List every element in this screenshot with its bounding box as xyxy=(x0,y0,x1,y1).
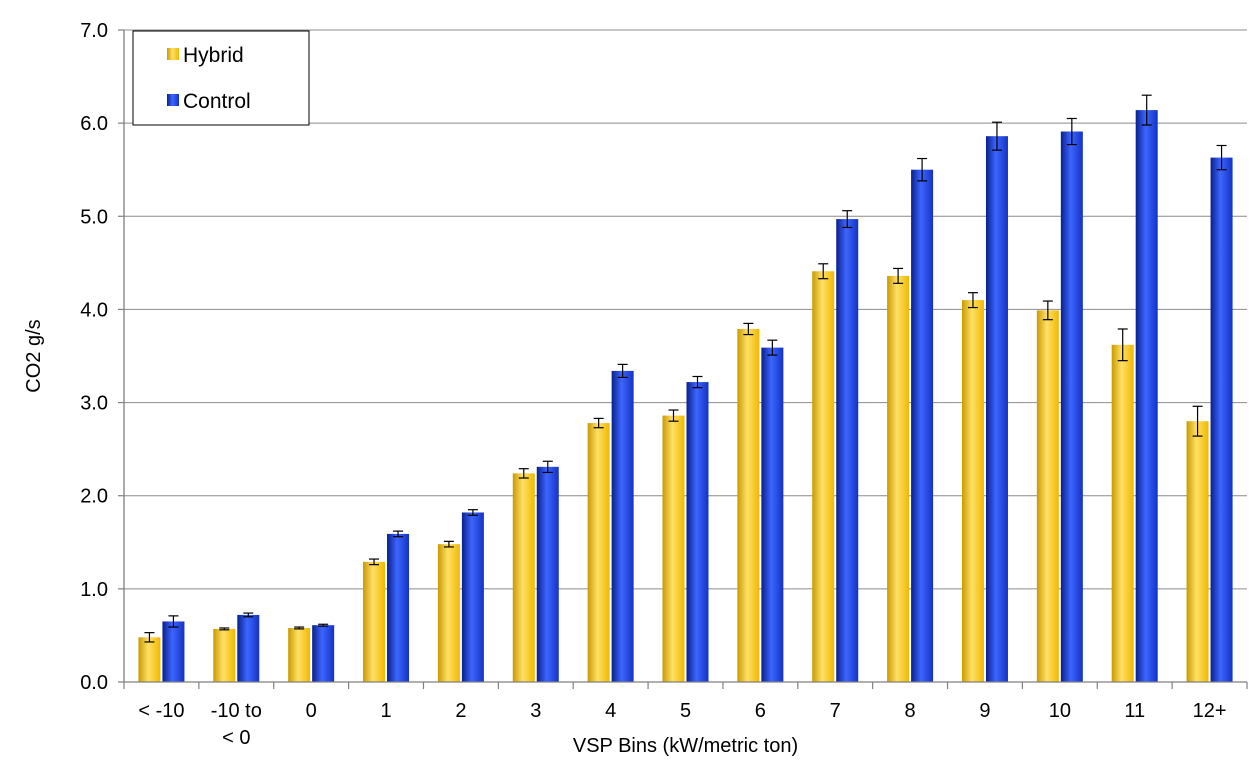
error-bar xyxy=(743,322,754,336)
legend-label-control: Control xyxy=(183,90,251,113)
bar-control-8 xyxy=(761,347,784,682)
y-tick-label: 1.0 xyxy=(80,579,108,601)
bar-hybrid-2 xyxy=(288,627,311,682)
bar-control-4 xyxy=(461,512,484,682)
error-bar xyxy=(443,540,454,548)
tick-labels: 0.0 1.0 2.0 3.0 4.0 5.0 6.0 7.0 < -10 -10 to < 0 0 1… xyxy=(80,20,1226,749)
error-bar xyxy=(842,210,853,229)
bar-control-11 xyxy=(985,136,1008,682)
error-bar xyxy=(991,121,1002,151)
error-bar xyxy=(1066,117,1077,146)
y-tick-label: 6.0 xyxy=(80,113,108,135)
legend: Hybrid Control xyxy=(132,30,310,126)
x-tick-label: 2 xyxy=(455,700,466,722)
error-bar xyxy=(393,530,404,538)
error-bar xyxy=(917,157,928,182)
bar-control-13 xyxy=(1135,110,1158,683)
error-bar xyxy=(593,417,604,429)
x-tick-label: < -10 xyxy=(138,700,184,722)
error-bar xyxy=(668,409,679,422)
bar-hybrid-3 xyxy=(363,561,386,682)
x-tick-label: 11 xyxy=(1124,700,1145,722)
legend-swatch-control xyxy=(167,94,179,106)
error-bar xyxy=(518,468,529,479)
x-tick-label: 4 xyxy=(605,700,616,722)
error-bar xyxy=(1192,405,1203,437)
y-tick-label: 3.0 xyxy=(80,393,108,415)
y-tick-label: 5.0 xyxy=(80,206,108,228)
bar-control-12 xyxy=(1060,131,1083,683)
error-bar xyxy=(168,615,179,628)
error-bar xyxy=(818,263,829,280)
bar-control-6 xyxy=(611,370,634,682)
bar-control-7 xyxy=(686,382,709,682)
error-bar xyxy=(967,292,978,309)
x-tick-label: 3 xyxy=(530,700,541,722)
error-bar xyxy=(1117,328,1128,362)
gridlines xyxy=(124,29,1247,590)
y-tick-label: 2.0 xyxy=(80,486,108,508)
bar-control-2 xyxy=(312,625,335,682)
bar-hybrid-13 xyxy=(1111,344,1134,682)
error-bar xyxy=(1141,94,1152,126)
x-tick-label: 7 xyxy=(830,700,841,722)
x-tick-label: 1 xyxy=(380,700,391,722)
bar-hybrid-4 xyxy=(437,544,460,682)
y-axis-title: CO2 g/s xyxy=(23,319,45,392)
error-bar xyxy=(144,632,155,643)
bar-hybrid-0 xyxy=(138,637,161,682)
legend-box xyxy=(132,30,310,126)
x-axis-title: VSP Bins (kW/metric ton) xyxy=(573,735,798,757)
bar-hybrid-8 xyxy=(737,328,760,682)
bar-hybrid-5 xyxy=(512,473,535,682)
error-bar xyxy=(294,626,305,630)
bar-hybrid-12 xyxy=(1036,310,1059,682)
error-bar xyxy=(1216,144,1227,171)
bar-control-0 xyxy=(162,621,185,682)
bar-hybrid-11 xyxy=(961,300,984,682)
axes xyxy=(118,29,1248,689)
bar-control-1 xyxy=(237,614,260,682)
y-tick-label: 0.0 xyxy=(80,672,108,694)
x-tick-label: 0 xyxy=(306,700,317,722)
error-bar xyxy=(219,627,230,631)
bar-hybrid-9 xyxy=(812,271,835,682)
bar-hybrid-1 xyxy=(213,628,236,682)
error-bar xyxy=(243,612,254,618)
error-bar xyxy=(369,558,380,566)
y-tick-label: 4.0 xyxy=(80,299,108,321)
bar-control-9 xyxy=(836,219,859,682)
error-bar xyxy=(692,375,703,389)
x-tick-label: < 0 xyxy=(222,727,250,749)
bars xyxy=(138,94,1233,683)
legend-swatch-hybrid xyxy=(167,48,179,60)
error-bar xyxy=(893,267,904,284)
error-bar xyxy=(1042,300,1053,321)
legend-label-hybrid: Hybrid xyxy=(183,44,244,67)
error-bar xyxy=(542,460,553,474)
error-bar xyxy=(467,509,478,516)
x-tick-label: 5 xyxy=(680,700,691,722)
bar-control-3 xyxy=(387,533,410,682)
bar-control-10 xyxy=(911,169,934,682)
bar-control-5 xyxy=(536,466,559,682)
x-tick-label: 10 xyxy=(1049,700,1071,722)
x-tick-label: 12+ xyxy=(1193,700,1227,722)
y-tick-label: 7.0 xyxy=(80,20,108,42)
bar-hybrid-14 xyxy=(1186,421,1209,682)
bar-hybrid-6 xyxy=(587,423,610,682)
x-tick-label: 8 xyxy=(905,700,916,722)
error-bar xyxy=(318,623,329,627)
x-tick-label: 9 xyxy=(979,700,990,722)
bar-hybrid-7 xyxy=(662,415,685,682)
bar-hybrid-10 xyxy=(887,275,910,682)
error-bar xyxy=(767,339,778,356)
x-tick-label: -10 to xyxy=(211,700,262,722)
bar-control-14 xyxy=(1210,157,1233,682)
x-tick-label: 6 xyxy=(755,700,766,722)
error-bar xyxy=(617,363,628,379)
